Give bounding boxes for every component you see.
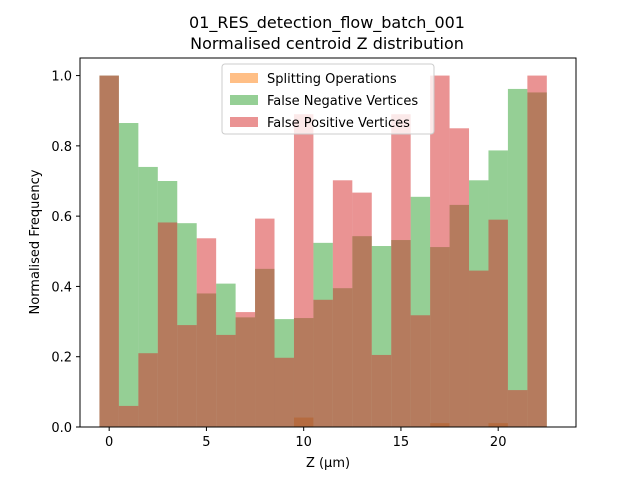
bar-series2-bin17: [430, 75, 450, 428]
bar-series2-bin12: [332, 180, 353, 427]
bar-series2-bin9: [274, 357, 294, 427]
bar-series2-bin20: [488, 219, 508, 427]
bar-series2-bin4: [177, 325, 197, 427]
bar-series2-bin11: [313, 299, 333, 427]
y-ticks: 0.0 0.2 0.4 0.6 0.8 1.0: [51, 70, 80, 436]
bar-series2-bin10: [293, 114, 314, 427]
bar-series2-bin19: [469, 270, 489, 427]
y-tick-label: 0.2: [51, 351, 72, 366]
legend-label-series0: Splitting Operations: [267, 72, 397, 87]
legend-swatch-series2: [230, 117, 258, 127]
y-tick-label: 0.6: [51, 210, 72, 225]
bar-series1-bin1: [118, 123, 139, 427]
chart-title: 01_RES_detection_flow_batch_001: [189, 13, 465, 33]
x-ticks: 0 5 10 15 20: [105, 427, 506, 450]
legend-label-series2: False Positive Vertices: [267, 116, 410, 131]
bar-series2-bin14: [371, 354, 392, 427]
y-tick-label: 0.8: [51, 140, 72, 155]
y-tick-label: 0.0: [51, 421, 72, 436]
bar-series2-bin13: [352, 192, 372, 427]
x-tick-label: 20: [490, 435, 507, 450]
bar-series2-bin1: [118, 405, 139, 427]
bar-series2-bin8: [255, 218, 275, 427]
bar-series2-bin18: [449, 128, 470, 428]
y-tick-label: 1.0: [51, 70, 72, 85]
chart-subtitle: Normalised centroid Z distribution: [190, 34, 464, 53]
x-tick-label: 5: [202, 435, 210, 450]
y-tick-label: 0.4: [51, 280, 72, 295]
bar-series2-bin15: [391, 114, 411, 427]
bar-series2-bin22: [527, 75, 547, 428]
legend-swatch-series1: [230, 95, 258, 105]
legend-label-series1: False Negative Vertices: [267, 94, 418, 109]
legend: Splitting Operations False Negative Verti…: [221, 63, 435, 135]
legend-box: [221, 63, 435, 135]
x-tick-label: 15: [393, 435, 410, 450]
bar-series1-bin21: [507, 88, 528, 427]
bar-series2-bin2: [138, 353, 158, 427]
bars-layer: [99, 75, 547, 428]
bar-series2-bin21: [507, 390, 528, 427]
bar-series2-bin6: [216, 334, 236, 427]
x-tick-label: 0: [105, 435, 113, 450]
x-tick-label: 10: [295, 435, 312, 450]
bar-series2-bin0: [99, 75, 119, 428]
x-axis-label: Z (μm): [306, 456, 350, 471]
bar-series2-bin7: [235, 312, 256, 427]
bar-series2-bin5: [196, 238, 217, 427]
y-axis-label: Normalised Frequency: [28, 169, 43, 314]
bar-series2-bin3: [157, 222, 178, 427]
plot-frame: [79, 57, 577, 428]
legend-swatch-series0: [230, 73, 258, 83]
bar-series2-bin16: [410, 315, 431, 427]
